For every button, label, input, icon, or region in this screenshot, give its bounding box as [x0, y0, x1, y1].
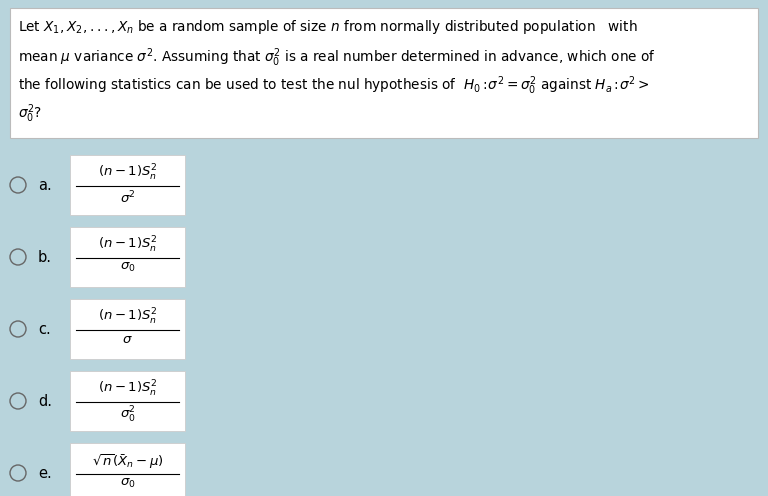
- Text: $(n-1)S_n^2$: $(n-1)S_n^2$: [98, 235, 157, 255]
- Text: $\sqrt{n}(\bar{X}_n-\mu)$: $\sqrt{n}(\bar{X}_n-\mu)$: [92, 452, 164, 471]
- Text: d.: d.: [38, 393, 52, 409]
- FancyBboxPatch shape: [10, 8, 758, 138]
- FancyBboxPatch shape: [70, 371, 185, 431]
- Text: $\sigma^2$: $\sigma^2$: [120, 189, 135, 206]
- Text: mean $\mu$ variance $\sigma^2$. Assuming that $\sigma_0^2$ is a real number dete: mean $\mu$ variance $\sigma^2$. Assuming…: [18, 46, 656, 68]
- Text: $\sigma_0$: $\sigma_0$: [120, 477, 135, 491]
- Text: Let $X_1, X_2, ..., X_n$ be a random sample of size $n$ from normally distribute: Let $X_1, X_2, ..., X_n$ be a random sam…: [18, 18, 637, 36]
- Text: c.: c.: [38, 321, 51, 336]
- Text: $\sigma$: $\sigma$: [122, 333, 133, 346]
- FancyBboxPatch shape: [70, 227, 185, 287]
- FancyBboxPatch shape: [70, 299, 185, 359]
- Text: $\sigma_0^2$?: $\sigma_0^2$?: [18, 102, 42, 124]
- Text: b.: b.: [38, 249, 52, 264]
- Text: $\sigma_0$: $\sigma_0$: [120, 261, 135, 274]
- FancyBboxPatch shape: [70, 155, 185, 215]
- Text: $(n-1)S_n^2$: $(n-1)S_n^2$: [98, 307, 157, 327]
- FancyBboxPatch shape: [70, 443, 185, 496]
- Text: a.: a.: [38, 178, 51, 192]
- Text: $(n-1)S_n^2$: $(n-1)S_n^2$: [98, 379, 157, 399]
- Text: the following statistics can be used to test the nul hypothesis of  $H_0:\!\sigm: the following statistics can be used to …: [18, 74, 650, 97]
- Text: $(n-1)S_n^2$: $(n-1)S_n^2$: [98, 163, 157, 183]
- Text: e.: e.: [38, 466, 51, 481]
- Text: $\sigma_0^2$: $\sigma_0^2$: [120, 405, 135, 425]
